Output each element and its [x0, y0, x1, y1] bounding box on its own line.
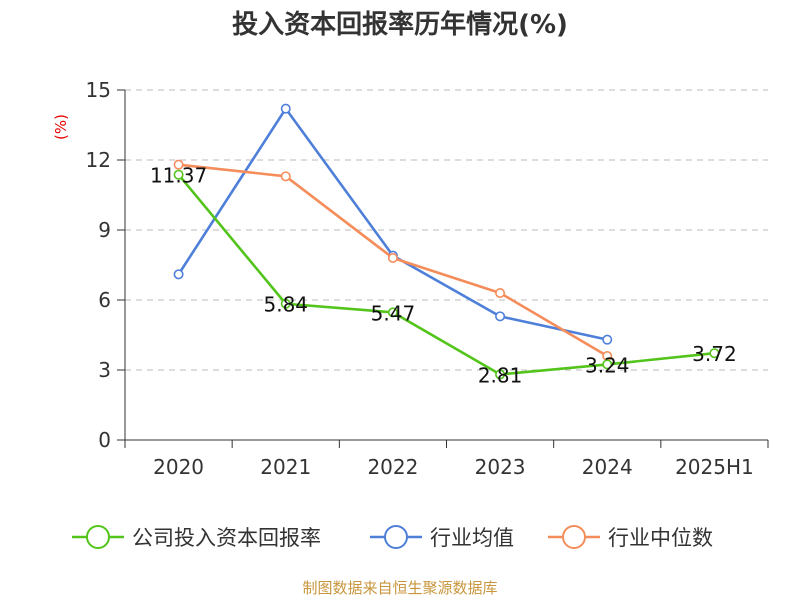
x-tick-label: 2025H1	[675, 455, 754, 479]
legend-item-1[interactable]: 行业均值	[370, 525, 514, 550]
x-tick-label: 2021	[260, 455, 311, 479]
x-tick-label: 2023	[475, 455, 526, 479]
data-point	[602, 359, 613, 370]
data-point	[387, 307, 398, 318]
data-point	[602, 334, 613, 345]
y-tick-label: 12	[86, 148, 111, 172]
y-tick-label: 9	[98, 218, 111, 242]
data-label: 11.37	[150, 164, 207, 188]
grid-lines	[125, 89, 768, 371]
data-point	[709, 348, 720, 359]
data-point	[173, 269, 184, 280]
chart-title: 投入资本回报率历年情况(%)	[232, 9, 568, 40]
axes: 0 3 6 9 12 15 2020 2021 2022 2023 2024 2025H1	[86, 78, 769, 479]
legend-label: 公司投入资本回报率	[132, 526, 321, 550]
legend-swatch-marker	[562, 525, 586, 549]
data-point	[280, 171, 291, 182]
legend-swatch-marker	[86, 525, 110, 549]
y-tick-label: 6	[98, 288, 111, 312]
data-labels: 11.37 5.84 5.47 2.81 3.24 3.72	[150, 164, 737, 388]
data-point	[495, 369, 506, 380]
data-point	[173, 169, 184, 180]
series-line	[177, 173, 715, 376]
source-note: 制图数据来自恒生聚源数据库	[302, 579, 497, 597]
y-tick-label: 3	[98, 358, 111, 382]
data-point	[387, 253, 398, 264]
y-tick-label: 0	[98, 428, 111, 452]
data-label: 5.84	[263, 293, 308, 317]
legend[interactable]: 公司投入资本回报率 行业均值 行业中位数	[72, 525, 713, 550]
legend-item-0[interactable]: 公司投入资本回报率	[72, 525, 321, 550]
data-point	[280, 103, 291, 114]
y-tick-label: 15	[86, 78, 111, 102]
x-tick-label: 2022	[367, 455, 418, 479]
data-label: 2.81	[478, 363, 523, 387]
legend-label: 行业均值	[430, 526, 514, 550]
legend-label: 行业中位数	[608, 526, 713, 550]
series-2	[173, 159, 613, 361]
series-0	[173, 169, 720, 380]
legend-swatch-marker	[384, 525, 408, 549]
data-label: 5.47	[371, 301, 416, 325]
series-layer	[173, 103, 720, 380]
data-label: 3.72	[692, 342, 737, 366]
data-point	[173, 159, 184, 170]
data-point	[495, 287, 506, 298]
x-tick-label: 2024	[582, 455, 633, 479]
data-label: 3.24	[585, 353, 630, 377]
data-point	[495, 311, 506, 322]
x-tick-label: 2020	[153, 455, 204, 479]
legend-item-2[interactable]: 行业中位数	[548, 525, 713, 550]
data-point	[280, 298, 291, 309]
y-axis-label: (%)	[52, 114, 70, 140]
